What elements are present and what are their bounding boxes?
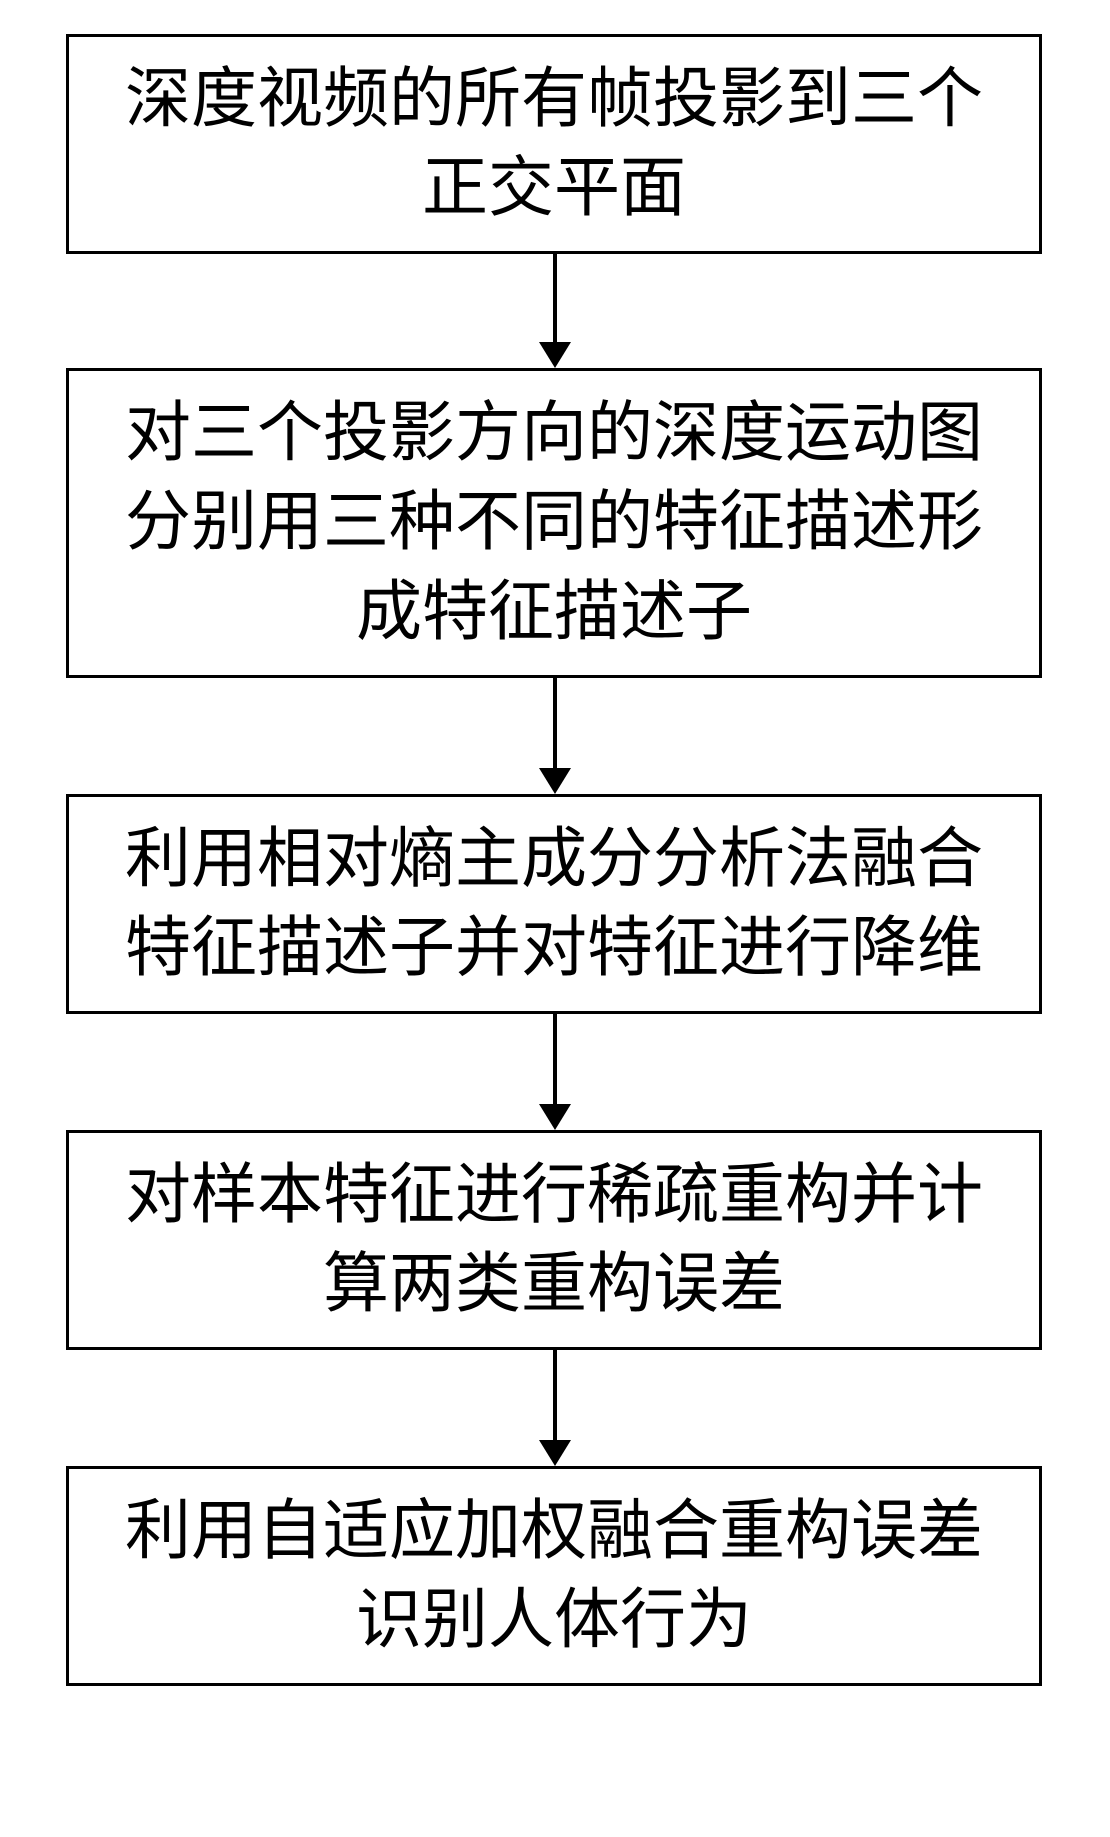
flowchart-canvas: 深度视频的所有帧投影到三个 正交平面 对三个投影方向的深度运动图 分别用三种不同… — [0, 0, 1110, 1837]
flow-arrow-4-line — [553, 1350, 557, 1440]
flow-node-1: 深度视频的所有帧投影到三个 正交平面 — [66, 34, 1042, 254]
flow-node-4-text: 对样本特征进行稀疏重构并计 算两类重构误差 — [125, 1151, 983, 1329]
flow-arrow-3-line — [553, 1014, 557, 1104]
flow-arrow-1 — [535, 254, 575, 368]
flow-node-1-text: 深度视频的所有帧投影到三个 正交平面 — [125, 55, 983, 233]
flow-node-4: 对样本特征进行稀疏重构并计 算两类重构误差 — [66, 1130, 1042, 1350]
flow-arrow-4-head — [539, 1440, 571, 1466]
flow-arrow-4 — [535, 1350, 575, 1466]
flow-arrow-3-head — [539, 1104, 571, 1130]
flow-node-5-text: 利用自适应加权融合重构误差 识别人体行为 — [125, 1487, 983, 1665]
flow-node-5: 利用自适应加权融合重构误差 识别人体行为 — [66, 1466, 1042, 1686]
flow-node-3: 利用相对熵主成分分析法融合 特征描述子并对特征进行降维 — [66, 794, 1042, 1014]
flow-arrow-2-head — [539, 768, 571, 794]
flow-node-3-text: 利用相对熵主成分分析法融合 特征描述子并对特征进行降维 — [125, 815, 983, 993]
flow-arrow-1-head — [539, 342, 571, 368]
flow-node-2: 对三个投影方向的深度运动图 分别用三种不同的特征描述形 成特征描述子 — [66, 368, 1042, 678]
flow-arrow-2 — [535, 678, 575, 794]
flow-node-2-text: 对三个投影方向的深度运动图 分别用三种不同的特征描述形 成特征描述子 — [125, 389, 983, 656]
flow-arrow-3 — [535, 1014, 575, 1130]
flow-arrow-1-line — [553, 254, 557, 342]
flow-arrow-2-line — [553, 678, 557, 768]
